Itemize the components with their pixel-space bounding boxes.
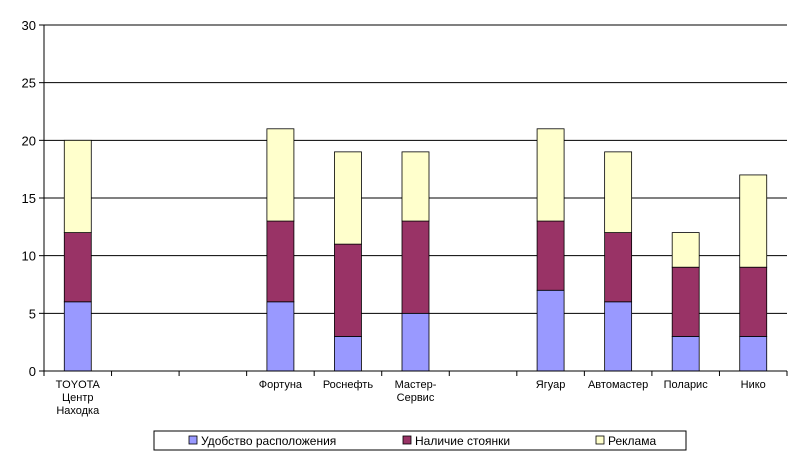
x-tick-label: Фортуна	[259, 379, 303, 391]
bar-segment	[536, 220, 565, 291]
bar-segment	[671, 335, 700, 372]
legend-label: Реклама	[608, 434, 656, 448]
y-tick-labels: 0 5 10 15 20 25 30	[22, 18, 36, 379]
y-tick-label: 25	[22, 76, 36, 91]
bar-segment	[401, 151, 430, 222]
bar-segment	[266, 220, 295, 303]
bar-segment	[739, 335, 768, 372]
legend-label: Удобство расположения	[201, 434, 336, 448]
y-tick-label: 15	[22, 191, 36, 206]
legend-box	[153, 430, 687, 451]
bar-segment	[401, 220, 430, 314]
x-tick-label: Автомастер	[588, 379, 648, 391]
x-tick-label: Сервис	[397, 392, 435, 404]
y-tick-label: 0	[29, 364, 36, 379]
bar-segment	[63, 301, 92, 372]
x-tick-label: Находка	[56, 405, 100, 417]
legend-swatch	[402, 435, 412, 445]
y-tick-label: 30	[22, 18, 36, 33]
legend-label: Наличие стоянки	[415, 434, 510, 448]
bar-segment	[671, 232, 700, 268]
x-tick-label: Поларис	[664, 379, 709, 391]
bar-segment	[604, 301, 633, 372]
legend: Удобство расположения Наличие стоянки Рекл…	[153, 430, 687, 451]
bar-segment	[63, 232, 92, 303]
legend-swatch	[188, 435, 198, 445]
bar-segment	[536, 289, 565, 372]
bar-segment	[334, 243, 362, 337]
bar-segment	[604, 151, 633, 233]
axes	[39, 24, 788, 376]
bar-segment	[63, 139, 92, 233]
bar-segment	[739, 174, 768, 268]
x-tick-label: Центр	[62, 392, 94, 404]
bar-segment	[334, 335, 362, 372]
legend-swatch	[595, 435, 605, 445]
bar-segment	[334, 151, 362, 245]
x-tick-label: TOYOTA	[56, 379, 101, 391]
bar-segment	[604, 232, 633, 303]
bar-segment	[401, 312, 430, 372]
y-tick-label: 20	[22, 133, 36, 148]
bar-segment	[266, 301, 295, 372]
x-tick-label: Мастер-	[395, 379, 437, 391]
bar-segment	[739, 266, 768, 337]
bars	[63, 128, 768, 372]
bar-segment	[266, 128, 295, 222]
x-tick-label: Нико	[741, 379, 766, 391]
bar-segment	[671, 266, 700, 337]
bar-segment	[536, 128, 565, 222]
x-tick-label: Ягуар	[536, 379, 566, 391]
x-tick-label: Роснефть	[323, 379, 374, 391]
y-tick-label: 10	[22, 249, 36, 264]
y-tick-label: 5	[29, 306, 36, 321]
